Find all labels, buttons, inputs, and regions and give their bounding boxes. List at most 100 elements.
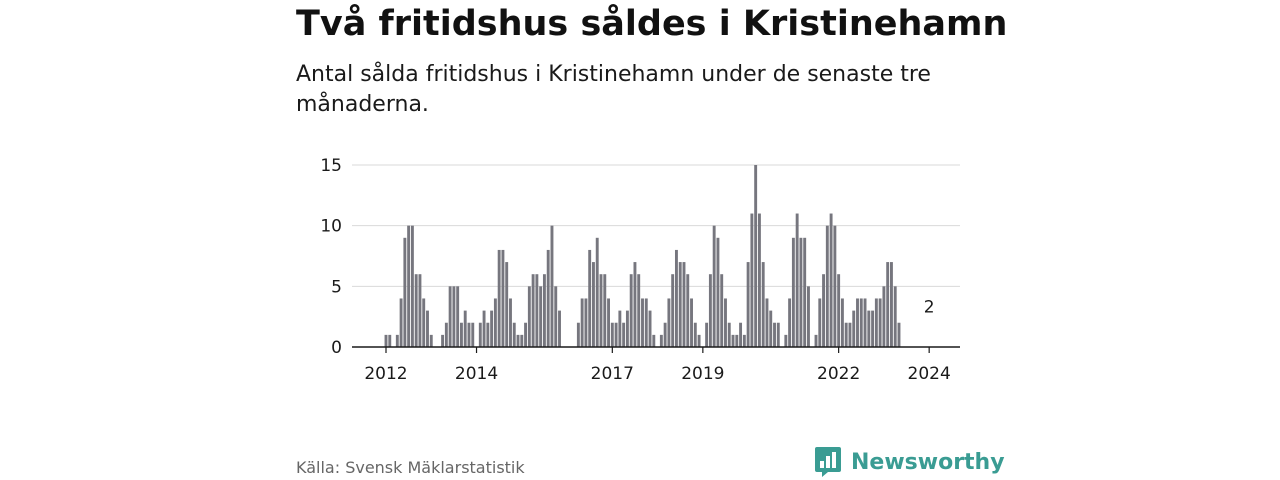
bar [501, 249, 505, 347]
bar [682, 262, 686, 347]
bar [746, 262, 750, 347]
bar [652, 334, 656, 347]
bar [614, 322, 618, 347]
bar [641, 298, 644, 347]
x-tick-label-2012: 2012 [364, 364, 407, 384]
bar [848, 322, 852, 347]
bar [716, 237, 720, 347]
bar [882, 286, 886, 347]
bar [490, 310, 494, 347]
bar [592, 262, 595, 347]
bar [395, 334, 399, 347]
bar [807, 286, 810, 347]
bar [414, 274, 418, 347]
bar [822, 274, 825, 347]
bar [509, 298, 512, 347]
bar [693, 322, 697, 347]
bar [739, 322, 743, 347]
bar [757, 213, 761, 347]
bar [607, 298, 610, 347]
bar [478, 322, 482, 347]
bar [588, 249, 592, 347]
bar [765, 298, 769, 347]
bar [580, 298, 584, 347]
bar [426, 310, 429, 347]
x-tick-label-2024: 2024 [908, 364, 951, 384]
bar [441, 334, 445, 347]
bar [493, 298, 497, 347]
y-tick-label-0: 0 [331, 338, 342, 358]
bars [384, 165, 901, 347]
bar [856, 298, 859, 347]
bar [871, 310, 875, 347]
bar [697, 334, 701, 347]
bar [539, 286, 543, 347]
bar [603, 274, 607, 347]
bar [724, 298, 727, 347]
bar [403, 237, 407, 347]
bar [671, 274, 675, 347]
bar [410, 225, 414, 347]
bar [829, 213, 833, 347]
bar [852, 310, 856, 347]
bar [674, 249, 678, 347]
bar [505, 262, 509, 347]
y-tick-labels: 0 5 10 15 [320, 156, 342, 358]
bar [463, 310, 467, 347]
bar [799, 237, 803, 347]
bar [584, 298, 588, 347]
bar [784, 334, 788, 347]
bar [890, 262, 893, 347]
bar [388, 334, 392, 347]
bar [686, 274, 690, 347]
bar [512, 322, 516, 347]
bar [663, 322, 667, 347]
bar [558, 310, 561, 347]
bar [754, 165, 758, 347]
bar [690, 298, 693, 347]
x-tick-label-2014: 2014 [455, 364, 498, 384]
x-tick-label-2019: 2019 [681, 364, 724, 384]
bar [637, 274, 641, 347]
brand-logo[interactable]: Newsworthy [814, 446, 1005, 478]
bar [459, 322, 463, 347]
bar [535, 274, 539, 347]
bar [618, 310, 622, 347]
bar [720, 274, 724, 347]
bar [818, 298, 822, 347]
bar [471, 322, 475, 347]
bar [667, 298, 671, 347]
bar [452, 286, 456, 347]
bar [840, 298, 844, 347]
bar [467, 322, 471, 347]
bar [486, 322, 490, 347]
bar [576, 322, 580, 347]
bar [837, 274, 841, 347]
page-title: Två fritidshus såldes i Kristinehamn [296, 4, 1008, 44]
bar [803, 237, 807, 347]
bar [550, 225, 554, 347]
bar [644, 298, 648, 347]
bar [429, 334, 433, 347]
page-subtitle: Antal sålda fritidshus i Kristinehamn un… [296, 62, 931, 117]
bar [482, 310, 486, 347]
bar [731, 334, 735, 347]
bar [844, 322, 848, 347]
bar [610, 322, 614, 347]
data-label-latest: 2 [924, 298, 935, 318]
bar [531, 274, 535, 347]
bar-chart: 0 5 10 15 2012 2014 2017 2019 2022 2024 2 [320, 156, 960, 384]
bar [897, 322, 901, 347]
bar [788, 298, 792, 347]
bar [727, 322, 731, 347]
bar [659, 334, 663, 347]
y-tick-label-15: 15 [320, 156, 342, 176]
bar [625, 310, 629, 347]
bar [874, 298, 878, 347]
bar [622, 322, 626, 347]
data-labels: 2 [922, 296, 937, 320]
bar [599, 274, 603, 347]
brand-name: Newsworthy [851, 449, 1005, 475]
bar [633, 262, 637, 347]
newsworthy-logo-icon [815, 447, 841, 477]
